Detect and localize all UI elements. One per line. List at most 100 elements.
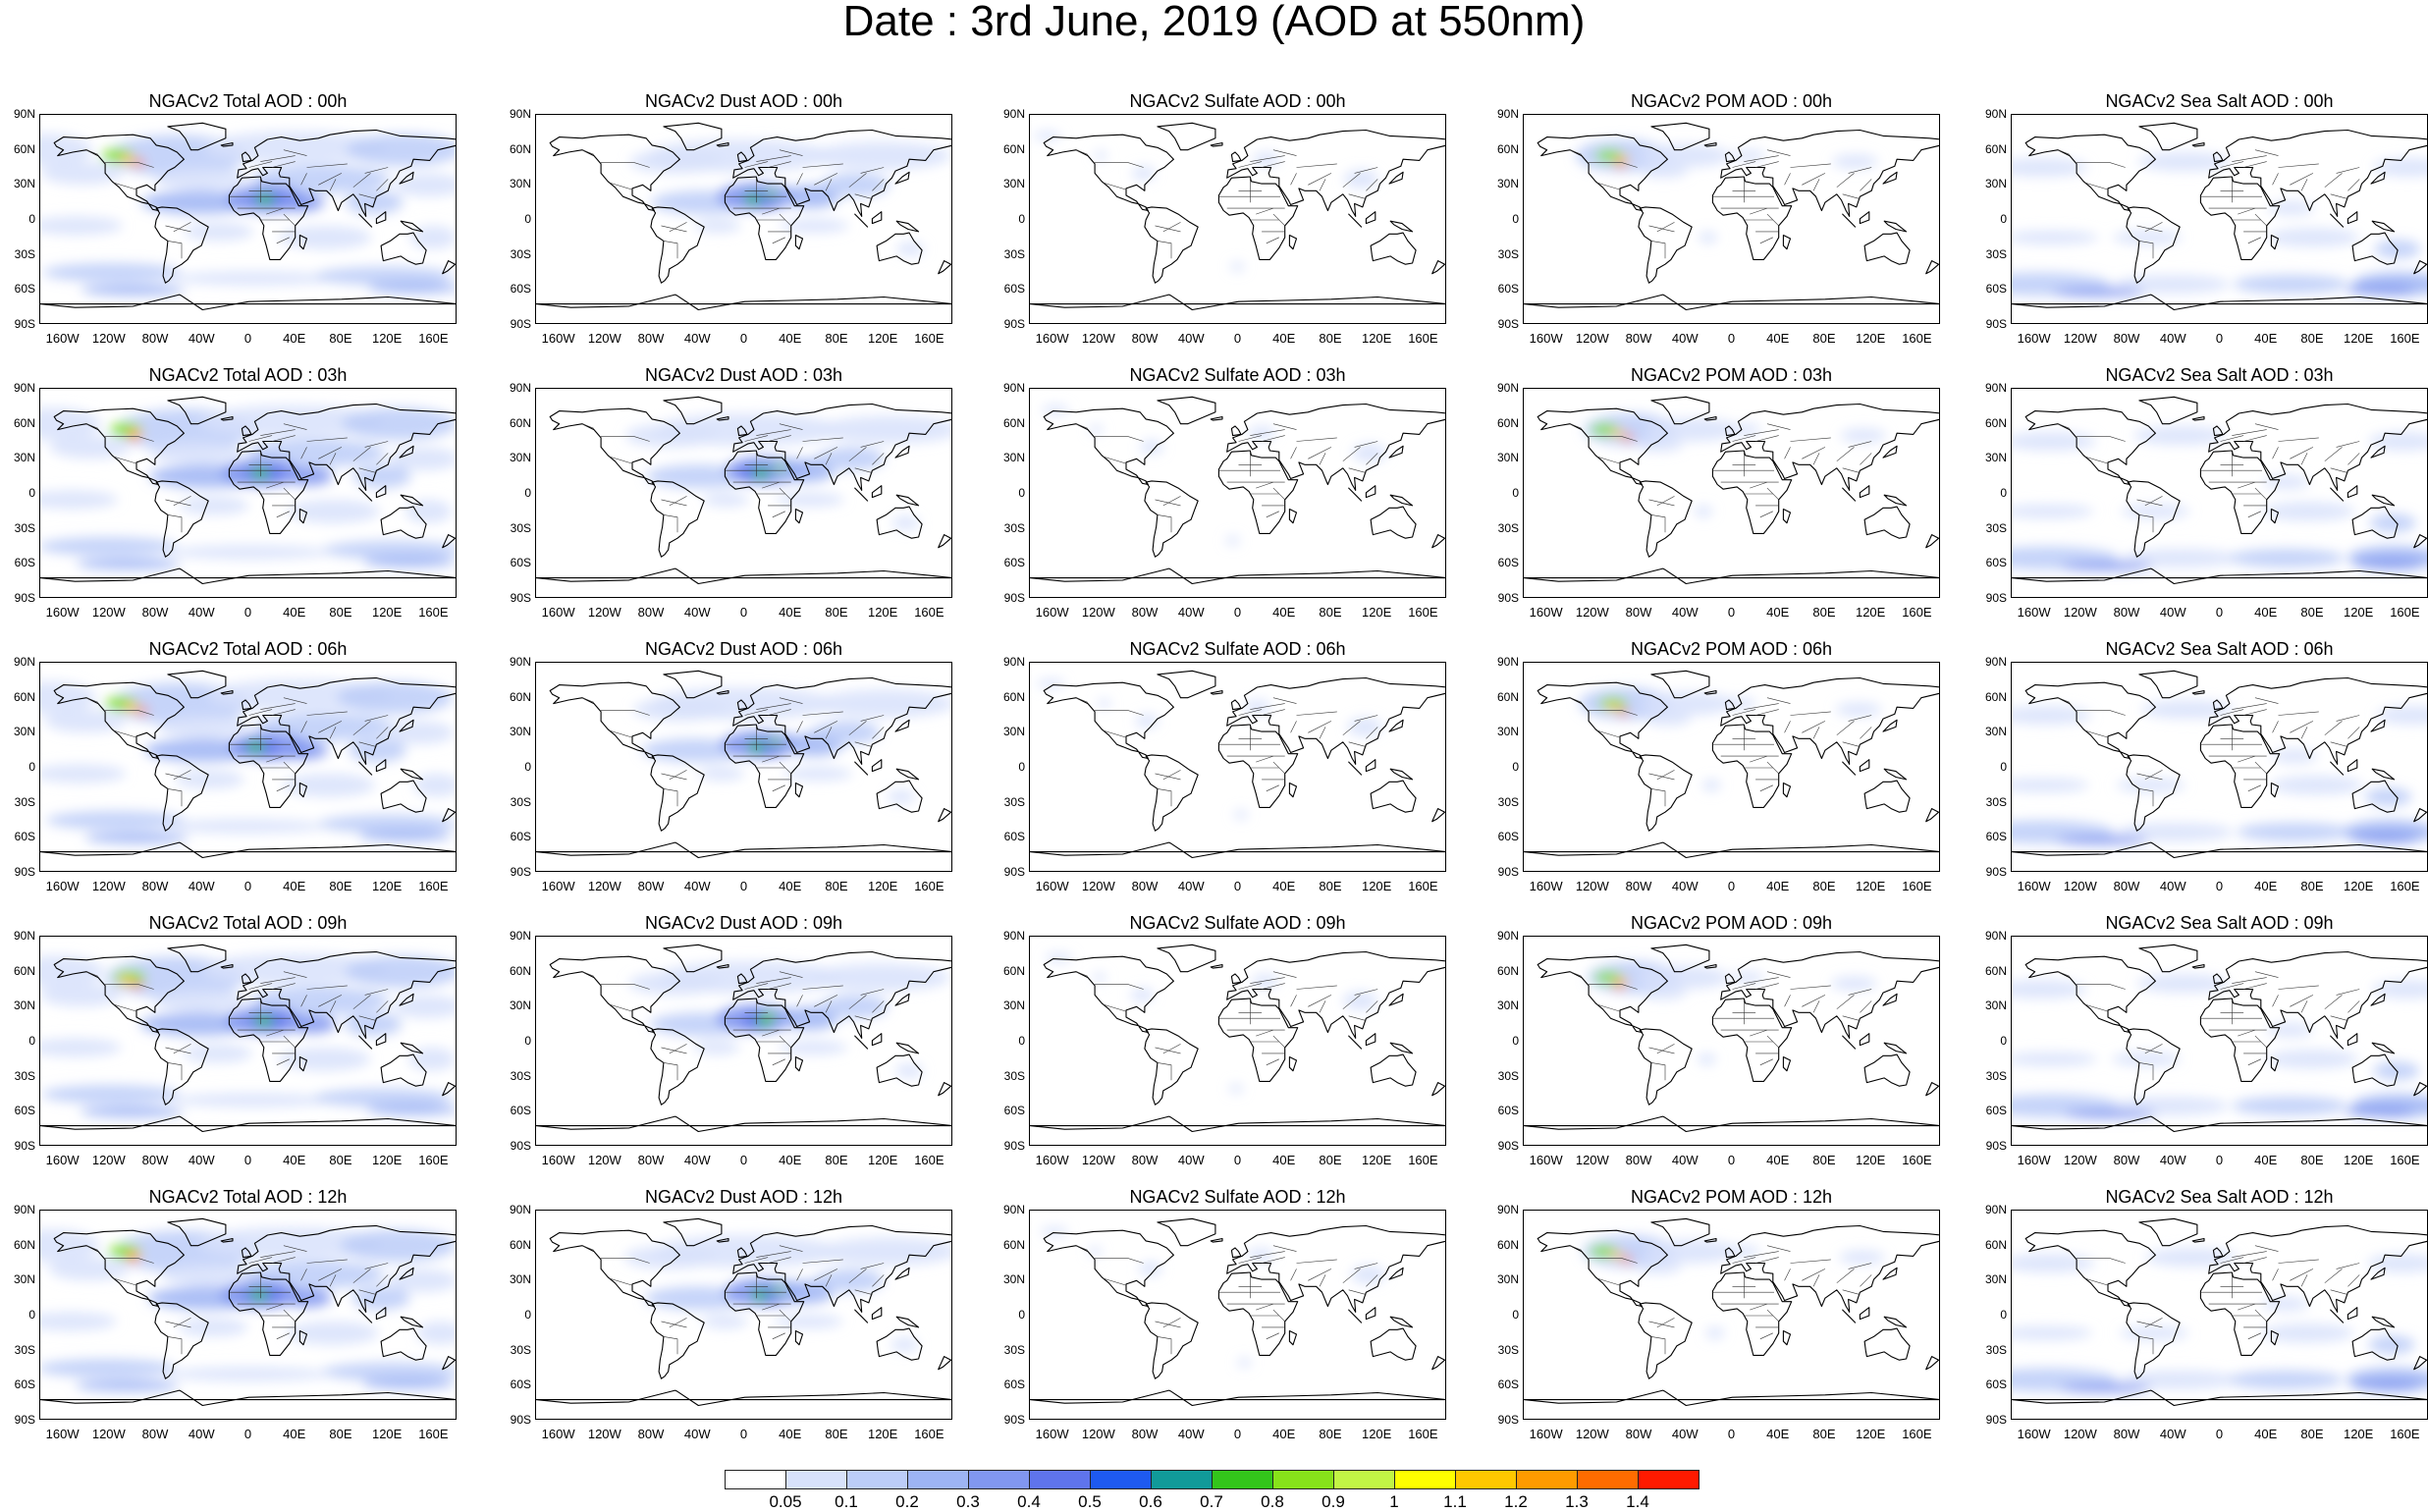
- longitude-tick-label: 80E: [1319, 605, 1342, 620]
- map-frame: [39, 662, 457, 872]
- map-panel-pom-03h: NGACv2 POM AOD : 03h 90N 60N 30N 0 30S 60S 90S 1…: [1497, 364, 1940, 645]
- country-border: [2300, 1274, 2308, 1287]
- coastline-outline: [1711, 450, 1793, 534]
- longitude-tick-label: 160E: [1902, 1153, 1932, 1167]
- coastline-outline: [298, 508, 308, 524]
- country-border: [1262, 983, 1285, 990]
- longitude-tick-label: 160W: [45, 1427, 80, 1441]
- country-border: [1784, 173, 1791, 186]
- country-border: [358, 741, 377, 747]
- latitude-tick-label: 30N: [1496, 999, 1519, 1013]
- latitude-tick-label: 60S: [1985, 830, 2007, 844]
- latitude-tick-label: 90N: [1496, 929, 1519, 943]
- country-border: [1162, 1044, 1181, 1054]
- coastline-outline: [241, 151, 252, 163]
- latitude-tick-label: 30N: [1496, 725, 1519, 739]
- coastline-outline: [716, 415, 729, 421]
- coastline-outline: [1157, 122, 1216, 151]
- coastline-outline: [1431, 534, 1445, 549]
- aod-patch: [2353, 559, 2424, 569]
- map-panel-sulfate-03h: NGACv2 Sulfate AOD : 03h 90N 60N 30N 0 30S 60S…: [1003, 364, 1446, 645]
- latitude-tick-label: 30N: [1984, 451, 2007, 465]
- aod-patch: [2012, 778, 2090, 792]
- longitude-tick-label: 160E: [1408, 331, 1438, 346]
- aod-patch: [318, 814, 456, 834]
- country-border: [1157, 788, 1172, 807]
- longitude-tick-label: 160W: [541, 879, 575, 893]
- country-border: [796, 995, 803, 1007]
- coastline-outline: [358, 213, 373, 228]
- coastline-outline: [241, 1247, 252, 1259]
- country-border: [2232, 1251, 2267, 1258]
- latitude-tick-label: 60N: [509, 1237, 531, 1252]
- latitude-tick-label: 90N: [1984, 929, 2007, 943]
- coastline-outline: [1859, 759, 1870, 773]
- country-border: [1596, 729, 1621, 738]
- country-border: [283, 423, 307, 430]
- coastline-outline: [724, 724, 805, 808]
- country-border: [283, 1035, 296, 1049]
- country-border: [1766, 971, 1791, 978]
- latitude-tick-label: 60N: [13, 1237, 35, 1252]
- aod-patch: [48, 1257, 130, 1281]
- country-border: [2254, 761, 2267, 775]
- country-borders: [1570, 149, 1872, 259]
- latitude-tick-label: 90S: [510, 1139, 531, 1153]
- aod-patch: [765, 190, 778, 198]
- coastline-outline: [1703, 689, 1717, 695]
- aod-patch: [1351, 1265, 1386, 1284]
- aod-patch: [752, 467, 770, 478]
- country-border: [1076, 971, 1089, 977]
- country-border: [283, 697, 307, 704]
- coastline-outline: [53, 681, 185, 760]
- country-border: [2300, 1000, 2308, 1013]
- coastline-outline: [1782, 782, 1792, 798]
- aod-patch: [629, 149, 723, 174]
- coastline-outline: [1650, 122, 1710, 151]
- country-borders: [1076, 423, 1378, 533]
- country-border: [1256, 755, 1273, 763]
- latitude-tick-label: 30S: [1003, 246, 1025, 261]
- coastline-outline: [2208, 676, 2427, 765]
- longitude-tick-label: 160W: [1035, 605, 1069, 620]
- aod-patch: [2012, 158, 2088, 177]
- latitude-tick-label: 30N: [13, 177, 35, 191]
- latitude-tick-label: 30S: [510, 520, 531, 535]
- country-border: [1366, 179, 1378, 191]
- country-border: [1250, 155, 1285, 162]
- coastline-outline: [1348, 761, 1363, 776]
- world-map-total: [40, 389, 456, 597]
- aod-patch: [416, 1321, 456, 1345]
- coastlines: [1524, 122, 1939, 311]
- aod-patch: [1225, 535, 1240, 546]
- latitude-tick-label: 90S: [510, 1413, 531, 1427]
- latitude-tick-label: 60S: [14, 1377, 35, 1392]
- longitude-tick-label: 120W: [1081, 605, 1115, 620]
- country-border: [1250, 429, 1285, 436]
- coastline-outline: [1389, 220, 1414, 233]
- country-borders: [86, 971, 389, 1081]
- longitude-tick-label: 160E: [418, 605, 449, 620]
- coastline-outline: [2126, 480, 2181, 558]
- longitude-tick-label: 80E: [329, 1427, 352, 1441]
- coastline-outline: [536, 567, 951, 585]
- coastline-outline: [1144, 206, 1199, 284]
- coastline-outline: [854, 761, 869, 776]
- aod-patch: [44, 709, 127, 733]
- coastline-outline: [2024, 681, 2156, 760]
- longitude-tick-label: 0: [739, 879, 748, 893]
- aod-patch: [40, 1312, 117, 1331]
- country-borders: [86, 149, 389, 259]
- country-border: [1272, 423, 1297, 430]
- longitude-tick-label: 40E: [283, 605, 306, 620]
- country-border: [779, 423, 803, 430]
- aod-patch: [891, 515, 920, 530]
- country-border: [661, 499, 687, 507]
- aod-patch: [1342, 991, 1378, 1010]
- longitude-tick-label: 80W: [1625, 605, 1652, 620]
- country-border: [1319, 1274, 1326, 1287]
- country-border: [1570, 697, 1583, 703]
- country-border: [2232, 703, 2267, 710]
- longitude-tick-label: 120E: [1855, 1153, 1886, 1167]
- longitude-tick-label: 40W: [683, 1153, 711, 1167]
